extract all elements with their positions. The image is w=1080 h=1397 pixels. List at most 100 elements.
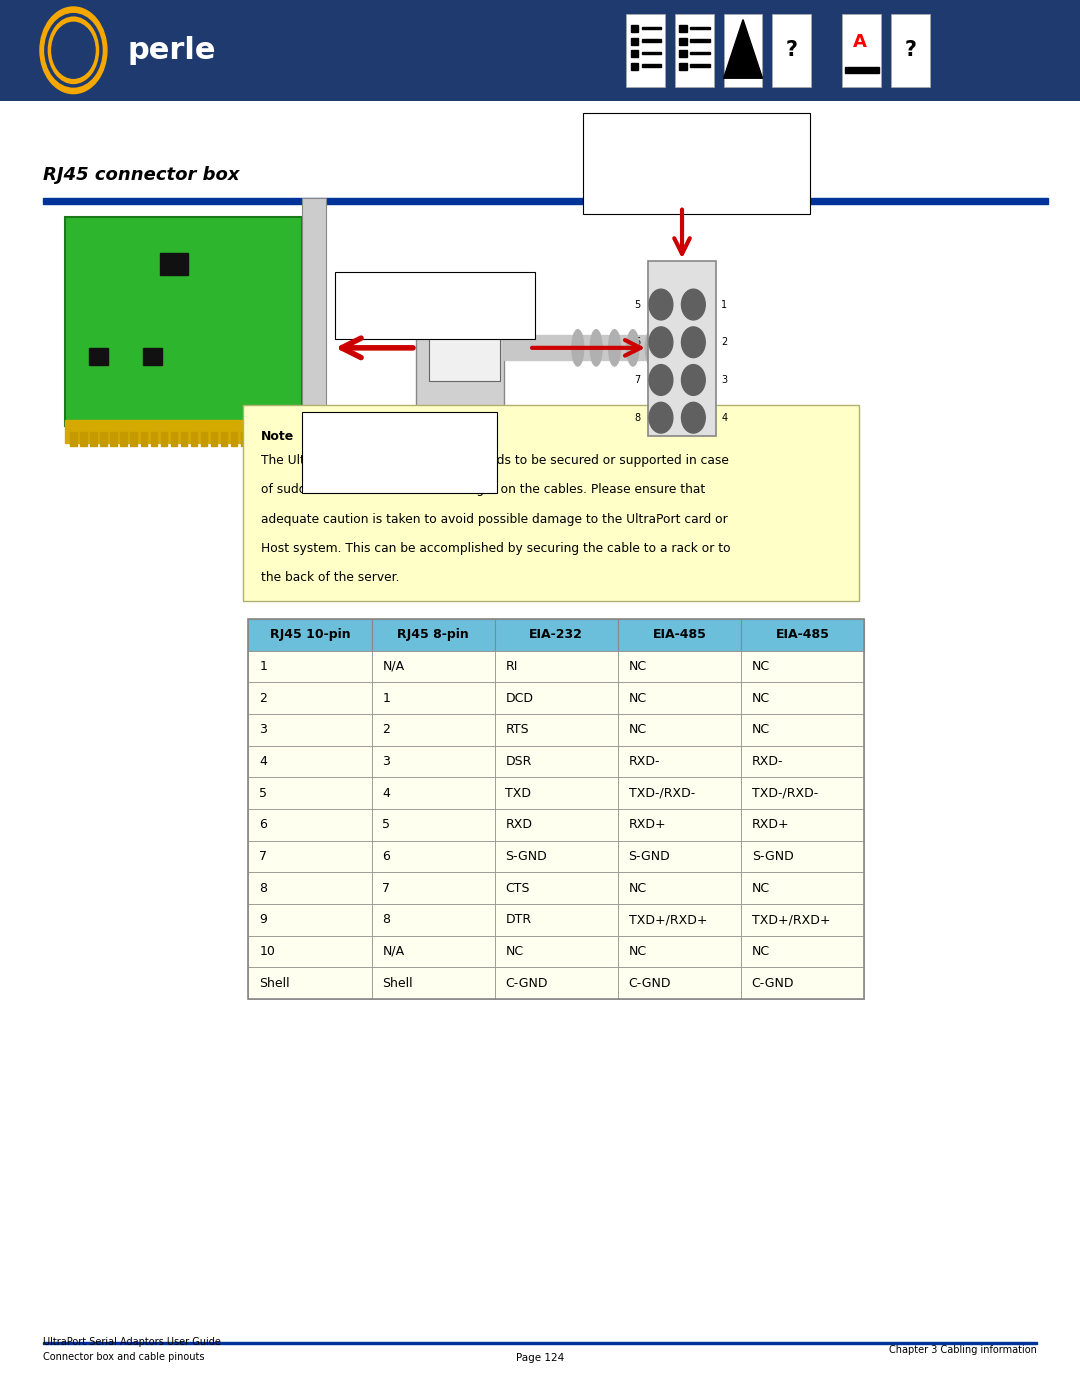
FancyBboxPatch shape <box>618 872 741 904</box>
Bar <box>679 38 687 45</box>
Text: N/A: N/A <box>382 659 404 673</box>
Text: 9: 9 <box>259 914 267 926</box>
FancyBboxPatch shape <box>302 198 326 443</box>
Text: Note: Note <box>261 430 295 443</box>
Text: C-GND: C-GND <box>505 977 548 989</box>
FancyBboxPatch shape <box>741 872 864 904</box>
Bar <box>143 348 162 365</box>
FancyBboxPatch shape <box>248 714 372 746</box>
Text: TXD-/RXD-: TXD-/RXD- <box>752 787 818 799</box>
FancyBboxPatch shape <box>65 217 302 426</box>
FancyBboxPatch shape <box>583 113 810 214</box>
FancyBboxPatch shape <box>248 904 372 936</box>
FancyBboxPatch shape <box>372 777 495 809</box>
FancyBboxPatch shape <box>741 904 864 936</box>
Text: N/A: N/A <box>382 944 404 958</box>
Text: NC: NC <box>629 692 647 704</box>
Bar <box>642 52 661 54</box>
FancyBboxPatch shape <box>618 619 741 651</box>
Text: 7: 7 <box>634 374 640 386</box>
Text: C-GND: C-GND <box>752 977 794 989</box>
Circle shape <box>649 365 673 395</box>
Text: RXD+: RXD+ <box>752 819 789 831</box>
FancyBboxPatch shape <box>626 14 665 87</box>
Text: 2: 2 <box>721 337 728 348</box>
Bar <box>211 432 217 446</box>
FancyBboxPatch shape <box>618 777 741 809</box>
Text: 4: 4 <box>721 412 728 423</box>
FancyBboxPatch shape <box>891 14 930 87</box>
FancyBboxPatch shape <box>618 809 741 841</box>
FancyBboxPatch shape <box>618 904 741 936</box>
FancyBboxPatch shape <box>618 841 741 872</box>
Bar <box>43 198 1048 204</box>
Text: RXD+: RXD+ <box>629 819 666 831</box>
Text: NC: NC <box>752 724 770 736</box>
FancyBboxPatch shape <box>372 619 495 651</box>
Text: S-GND: S-GND <box>752 849 794 863</box>
Text: 1: 1 <box>382 692 390 704</box>
Bar <box>180 432 187 446</box>
FancyBboxPatch shape <box>741 714 864 746</box>
Bar <box>121 432 127 446</box>
FancyBboxPatch shape <box>248 651 372 682</box>
FancyBboxPatch shape <box>495 872 618 904</box>
Bar <box>131 432 137 446</box>
Text: TXD: TXD <box>505 787 531 799</box>
Text: TXD+/RXD+: TXD+/RXD+ <box>629 914 707 926</box>
Text: 4: 4 <box>259 754 267 768</box>
Bar <box>110 432 117 446</box>
FancyBboxPatch shape <box>372 746 495 777</box>
Circle shape <box>681 327 705 358</box>
Circle shape <box>52 22 95 78</box>
Text: Page 124: Page 124 <box>516 1352 564 1363</box>
Text: perle: perle <box>127 36 216 64</box>
Bar <box>251 432 257 446</box>
Text: NC: NC <box>629 944 647 958</box>
Text: 3: 3 <box>721 374 728 386</box>
Text: 2: 2 <box>382 724 390 736</box>
Bar <box>241 432 247 446</box>
Bar <box>150 432 157 446</box>
FancyBboxPatch shape <box>495 714 618 746</box>
Bar <box>679 50 687 57</box>
Text: 5: 5 <box>634 299 640 310</box>
FancyBboxPatch shape <box>372 809 495 841</box>
Bar <box>261 432 268 446</box>
Text: Shell: Shell <box>259 977 289 989</box>
Bar <box>504 335 645 360</box>
Text: 5: 5 <box>382 819 390 831</box>
FancyBboxPatch shape <box>372 872 495 904</box>
Ellipse shape <box>572 330 584 366</box>
Ellipse shape <box>646 330 657 366</box>
Text: S-GND: S-GND <box>505 849 548 863</box>
Text: TXD+/RXD+: TXD+/RXD+ <box>752 914 831 926</box>
FancyBboxPatch shape <box>243 405 859 601</box>
Text: 3: 3 <box>259 724 267 736</box>
Ellipse shape <box>627 330 639 366</box>
FancyBboxPatch shape <box>248 872 372 904</box>
Text: TXD-/RXD-: TXD-/RXD- <box>629 787 694 799</box>
Bar <box>70 432 77 446</box>
Text: The UltraPort connector box cable needs to be secured or supported in case: The UltraPort connector box cable needs … <box>261 454 729 467</box>
FancyBboxPatch shape <box>741 841 864 872</box>
Text: 5: 5 <box>259 787 267 799</box>
FancyBboxPatch shape <box>335 272 535 339</box>
Text: RJ45 connector box: RJ45 connector box <box>43 166 240 184</box>
Text: 7: 7 <box>382 882 390 894</box>
Text: RJ45 8-pin: RJ45 8-pin <box>397 629 469 641</box>
FancyBboxPatch shape <box>429 302 500 381</box>
Text: 8: 8 <box>259 882 267 894</box>
Text: edge connector: edge connector <box>321 461 413 474</box>
Bar <box>171 432 177 446</box>
Circle shape <box>649 402 673 433</box>
Text: DTR: DTR <box>505 914 531 926</box>
Ellipse shape <box>609 330 621 366</box>
FancyBboxPatch shape <box>675 14 714 87</box>
Text: NC: NC <box>752 659 770 673</box>
FancyBboxPatch shape <box>372 714 495 746</box>
Bar <box>642 27 661 29</box>
FancyBboxPatch shape <box>372 936 495 967</box>
Bar <box>679 25 687 32</box>
Bar <box>161 432 167 446</box>
